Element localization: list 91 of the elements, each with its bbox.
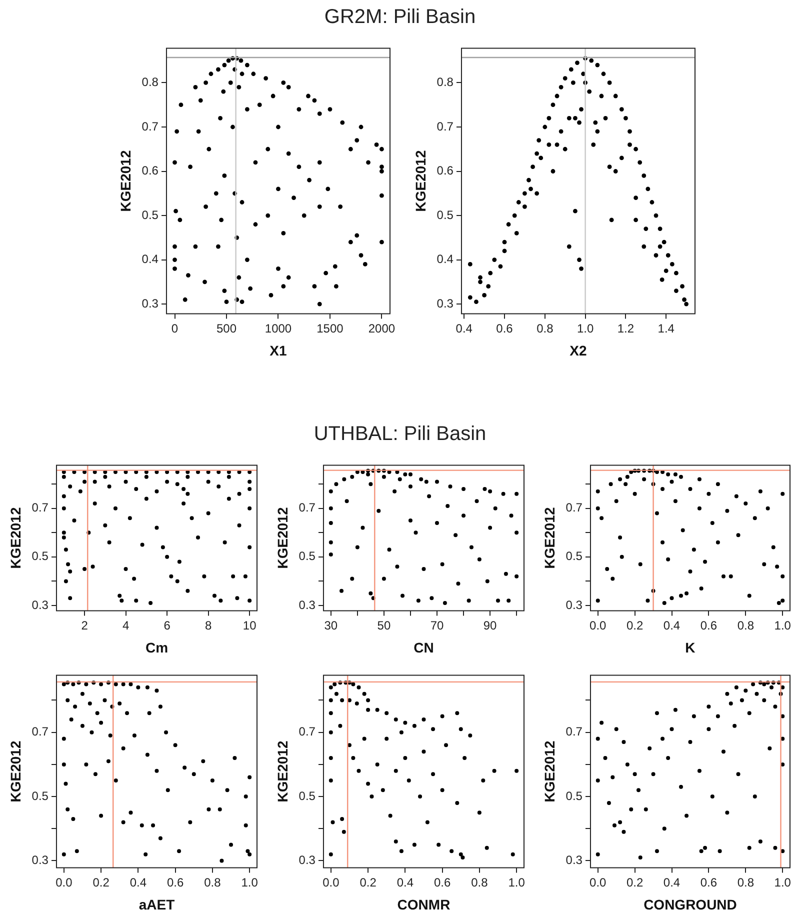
x-tick-label: 0.0 — [322, 875, 340, 890]
x-tick-label: 0.2 — [92, 875, 110, 890]
x-axis-title: aAET — [138, 896, 176, 912]
x-tick-label: 70 — [430, 618, 444, 632]
y-axis-title: KGE2012 — [7, 507, 24, 569]
x-tick-label: 2000 — [368, 321, 396, 336]
y-tick-label: 0.6 — [436, 164, 454, 178]
text: UTHBAL: Pili Basin — [312, 423, 488, 446]
x-tick-label: 0.8 — [471, 875, 488, 890]
x-tick-label: 50 — [377, 618, 391, 632]
y-tick-label: 0.8 — [436, 75, 454, 90]
y-tick-label: 0.5 — [32, 788, 49, 803]
text: GR2M: Pili Basin — [323, 6, 477, 29]
x-tick-label: 1.0 — [241, 875, 258, 890]
x-tick-label: 0.2 — [626, 618, 644, 632]
y-tick-label: 0.3 — [32, 598, 49, 612]
x-tick-label: 0.6 — [166, 875, 184, 890]
x-tick-label: 1.0 — [508, 875, 526, 890]
y-tick-label: 0.7 — [142, 119, 159, 134]
y-tick-label: 0.7 — [436, 119, 454, 134]
x-axis-title: K — [685, 639, 696, 656]
x-axis-title: X2 — [570, 342, 588, 358]
x-tick-label: 0 — [171, 321, 178, 336]
x-tick-label: 0.2 — [360, 875, 377, 890]
y-tick-label: 0.7 — [298, 500, 316, 515]
x-axis-title: CONMR — [397, 896, 450, 912]
x-tick-label: 0.0 — [590, 618, 607, 632]
y-tick-label: 0.4 — [436, 252, 454, 266]
y-tick-label: 0.3 — [32, 853, 49, 868]
x-tick-label: 0.0 — [56, 875, 73, 890]
y-tick-label: 0.4 — [142, 252, 159, 266]
x-tick-label: 2 — [81, 618, 88, 632]
y-axis-title: KGE2012 — [274, 507, 290, 569]
x-tick-label: 500 — [216, 321, 237, 336]
y-tick-label: 0.3 — [566, 853, 583, 868]
x-tick-label: 1.0 — [774, 618, 792, 632]
y-axis-title: KGE2012 — [412, 150, 428, 212]
x-tick-label: 0.4 — [456, 321, 473, 336]
x-tick-label: 1.2 — [617, 321, 634, 336]
x-tick-label: 1000 — [264, 321, 292, 336]
y-axis-title: KGE2012 — [7, 740, 24, 802]
x-tick-label: 4 — [122, 618, 130, 632]
x-tick-label: 0.6 — [700, 618, 718, 632]
y-tick-label: 0.5 — [32, 549, 49, 564]
y-tick-label: 0.3 — [298, 853, 316, 868]
y-tick-label: 0.3 — [436, 296, 454, 310]
x-tick-label: 90 — [483, 618, 498, 632]
x-tick-label: 10 — [242, 618, 257, 632]
x-tick-label: 1500 — [316, 321, 344, 336]
y-tick-label: 0.8 — [142, 75, 159, 90]
y-tick-label: 0.5 — [142, 208, 159, 222]
x-tick-label: 0.0 — [590, 875, 607, 890]
y-tick-label: 0.7 — [32, 500, 49, 515]
x-axis-title: CN — [414, 639, 434, 656]
x-tick-label: 0.4 — [130, 875, 147, 890]
x-tick-label: 1.4 — [658, 321, 675, 336]
x-tick-label: 1.0 — [576, 321, 594, 336]
y-tick-label: 0.5 — [566, 788, 583, 803]
y-tick-label: 0.7 — [298, 724, 316, 739]
y-tick-label: 0.7 — [566, 500, 583, 515]
x-tick-label: 0.2 — [626, 875, 644, 890]
y-tick-label: 0.7 — [32, 724, 49, 739]
y-axis-title: KGE2012 — [274, 740, 290, 802]
x-tick-label: 0.8 — [536, 321, 554, 336]
y-tick-label: 0.6 — [142, 164, 159, 178]
x-axis-title: X1 — [270, 342, 288, 358]
x-tick-label: 0.6 — [700, 875, 718, 890]
x-tick-label: 0.8 — [737, 875, 754, 890]
y-tick-label: 0.5 — [298, 549, 316, 564]
x-tick-label: 30 — [324, 618, 338, 632]
x-tick-label: 0.8 — [204, 875, 222, 890]
y-tick-label: 0.5 — [566, 549, 583, 564]
x-tick-label: 0.4 — [663, 618, 680, 632]
x-axis-title: CONGROUND — [644, 896, 737, 912]
y-tick-label: 0.5 — [436, 208, 454, 222]
y-tick-label: 0.7 — [566, 724, 583, 739]
y-axis-title: KGE2012 — [117, 150, 134, 212]
x-axis-title: Cm — [145, 639, 168, 656]
y-tick-label: 0.3 — [142, 296, 159, 310]
y-tick-label: 0.5 — [298, 788, 316, 803]
y-axis-title: KGE2012 — [541, 507, 558, 569]
x-tick-label: 6 — [164, 618, 171, 632]
x-tick-label: 0.8 — [737, 618, 754, 632]
x-tick-label: 0.4 — [396, 875, 414, 890]
x-tick-label: 8 — [204, 618, 212, 632]
x-tick-label: 0.6 — [496, 321, 514, 336]
y-tick-label: 0.3 — [566, 598, 583, 612]
y-tick-label: 0.3 — [298, 598, 316, 612]
y-axis-title: KGE2012 — [541, 740, 558, 802]
x-tick-label: 0.4 — [663, 875, 680, 890]
x-tick-label: 1.0 — [774, 875, 792, 890]
